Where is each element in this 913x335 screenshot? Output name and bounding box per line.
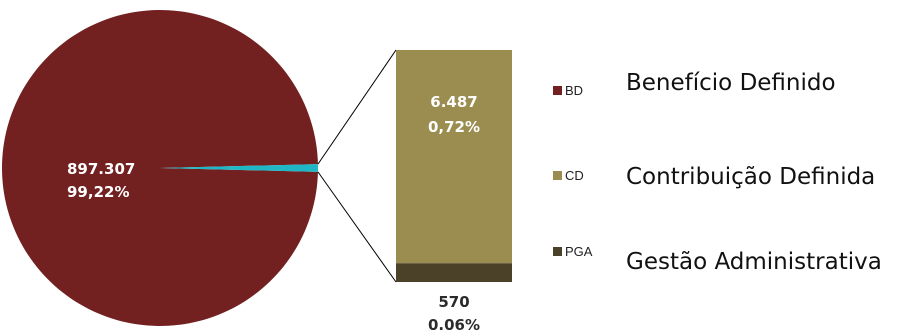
- legend-swatch-bd: [553, 86, 562, 95]
- connector-line-bottom: [318, 172, 396, 282]
- label-cd-value: 6.487: [430, 93, 477, 111]
- connector-lines: [318, 50, 396, 282]
- legend-label-cd: CD: [565, 168, 584, 183]
- legend-label-bd: BD: [565, 83, 583, 98]
- label-pga-value: 570: [438, 293, 469, 311]
- label-bd-percent: 99,22%: [67, 183, 129, 201]
- connector-line-top: [318, 50, 396, 164]
- stacked-bar-area: [396, 50, 512, 282]
- bar-segment-pga: [396, 263, 512, 282]
- description-bd: Benefício Definido: [626, 70, 836, 96]
- description-pga: Gestão Administrativa: [626, 249, 882, 275]
- pie-area: [2, 10, 318, 326]
- bar-segment-cd: [396, 50, 512, 263]
- legend: BD CD PGA: [553, 83, 593, 259]
- legend-swatch-cd: [553, 171, 562, 180]
- description-cd: Contribuição Definida: [626, 164, 875, 190]
- legend-label-pga: PGA: [565, 244, 593, 259]
- label-bd-value: 897.307: [67, 160, 135, 178]
- label-pga-percent: 0.06%: [428, 316, 480, 334]
- label-cd-percent: 0,72%: [428, 118, 480, 136]
- legend-swatch-pga: [553, 247, 562, 256]
